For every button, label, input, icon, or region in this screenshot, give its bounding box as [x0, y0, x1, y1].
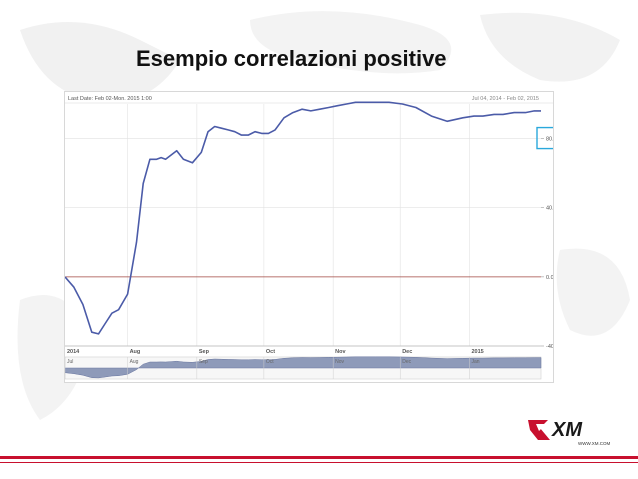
y-tick-label: 40.0% — [546, 206, 553, 212]
logo-url: WWW.XM.COM — [578, 441, 610, 446]
logo-text: XM — [551, 419, 583, 441]
y-tick-label: -40.0% — [546, 344, 553, 350]
footer-rule-thin — [0, 462, 638, 463]
navigator-tick-label: Nov — [335, 359, 344, 365]
x-tick-label: 2014 — [67, 349, 80, 355]
xm-logo: XM WWW.XM.COM — [526, 414, 618, 453]
highlighted-tick-box — [536, 126, 553, 150]
navigator-tick-label: Jan — [471, 359, 479, 365]
series-line — [65, 101, 541, 335]
grid-lines — [65, 104, 541, 347]
navigator-tick-label: Aug — [130, 359, 139, 365]
x-tick-label: Nov — [335, 349, 346, 355]
navigator-area — [65, 356, 542, 379]
x-tick-label: Oct — [266, 349, 275, 355]
x-axis-ticks: 2014 Aug Sep Oct Nov Dec 2015 — [67, 349, 484, 355]
navigator-tick-label: Dec — [402, 359, 411, 365]
footer-rule-thick — [0, 456, 638, 459]
y-tick-label: 80.0% — [546, 137, 553, 143]
last-date-label: Last Date: Feb 02-Mon. 2015 1:00 — [68, 96, 152, 102]
navigator-tick-label: Jul — [67, 359, 73, 365]
date-range-label: Jul 04, 2014 - Feb 02, 2015 — [472, 96, 539, 102]
x-tick-label: Dec — [402, 349, 412, 355]
slide-title: Esempio correlazioni positive — [136, 46, 447, 71]
navigator-strip[interactable]: Jul Aug Sep Oct Nov Dec Jan — [65, 356, 542, 380]
x-tick-label: 2015 — [471, 349, 483, 355]
chart-container: Last Date: Feb 02-Mon. 2015 1:00 Jul 04,… — [64, 91, 554, 383]
x-tick-label: Aug — [130, 349, 141, 355]
navigator-tick-label: Sep — [199, 359, 208, 365]
y-tick-label: 0.0% — [546, 275, 553, 281]
correlation-chart: Last Date: Feb 02-Mon. 2015 1:00 Jul 04,… — [65, 92, 553, 380]
navigator-tick-label: Oct — [266, 359, 274, 365]
x-tick-label: Sep — [199, 349, 210, 355]
series-group — [65, 101, 541, 335]
y-axis-ticks: 80.0% 40.0% 0.0% -40.0% — [541, 137, 553, 350]
